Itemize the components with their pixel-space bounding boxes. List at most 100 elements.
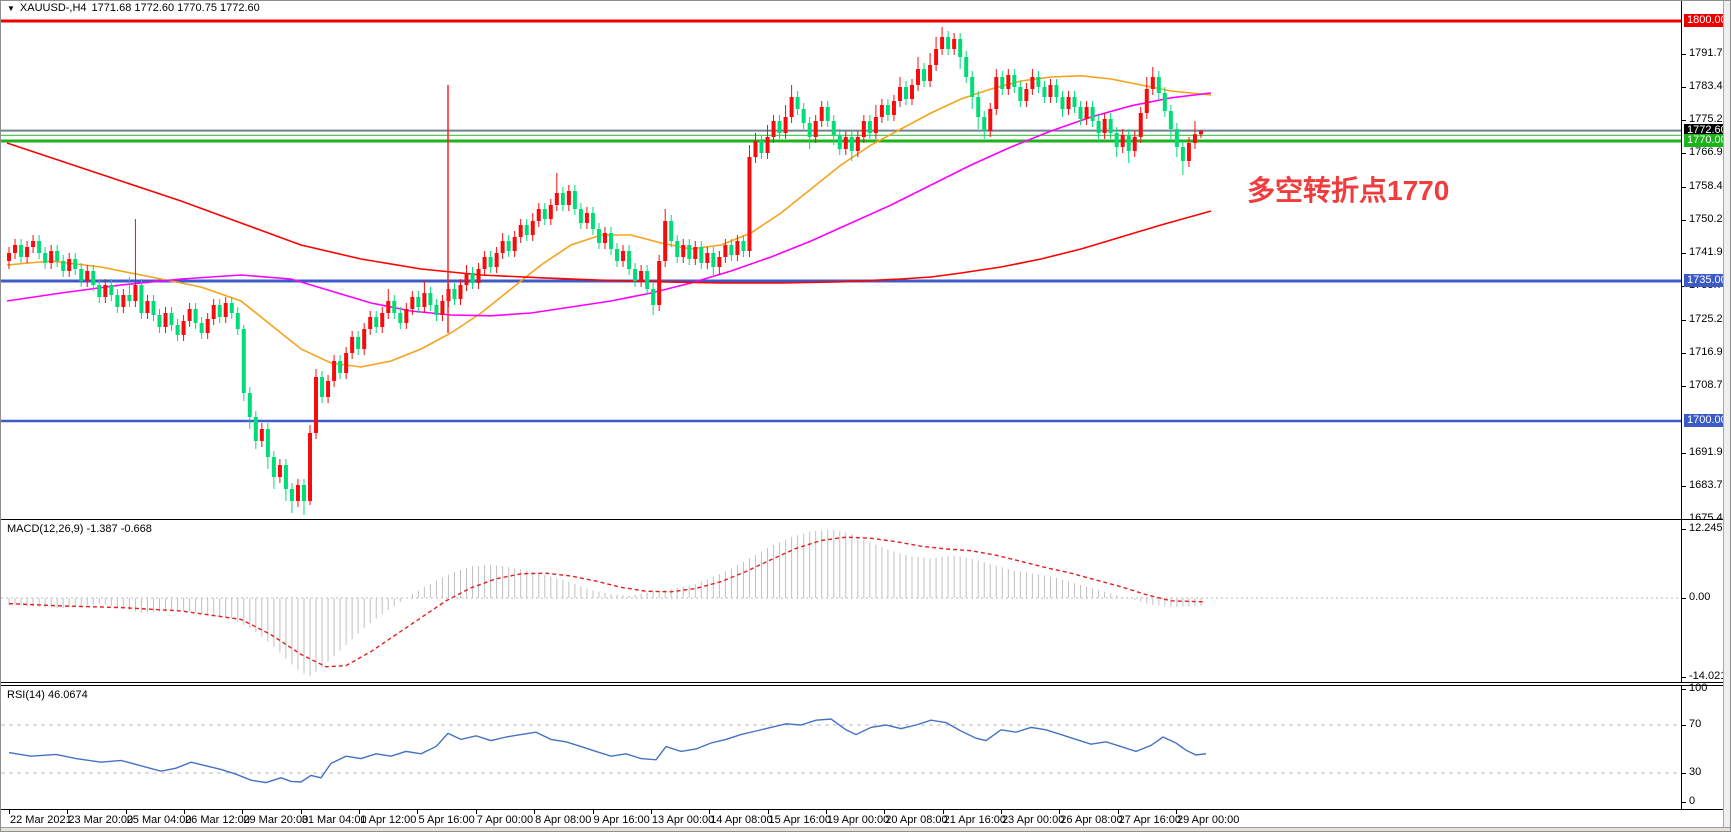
- price-tick-dash: [1682, 486, 1686, 488]
- time-tick-label: 29 Mar 20:00: [243, 814, 309, 826]
- macd-axis[interactable]: 12.245 0.00 -14.021: [1681, 519, 1727, 683]
- macd-histogram: [8, 529, 1202, 677]
- price-badge-1770.00: 1770.00: [1684, 134, 1730, 147]
- time-tick-label: 9 Apr 16:00: [593, 814, 650, 826]
- time-tick-label: 25 Mar 04:00: [126, 814, 192, 826]
- rsi-tick-dash: [1682, 773, 1686, 774]
- candles-layer: [7, 27, 1203, 515]
- macd-tick-dash: [1682, 528, 1686, 530]
- rsi-tick-dash: [1682, 802, 1686, 803]
- time-tick-label: 15 Apr 16:00: [768, 814, 831, 826]
- time-tick-label: 7 Apr 00:00: [476, 814, 534, 826]
- time-tick-mark: [884, 810, 886, 814]
- time-tick-mark: [9, 810, 10, 814]
- time-tick-mark: [417, 810, 419, 814]
- price-tick-dash: [1682, 386, 1686, 388]
- time-tick-mark: [184, 810, 186, 814]
- time-tick-mark: [67, 810, 69, 814]
- time-axis[interactable]: 22 Mar 2021 23 Mar 20:00 25 Mar 04:00 26 Ma…: [1, 809, 1723, 827]
- rsi-panel[interactable]: RSI(14) 46.0674: [1, 685, 1681, 809]
- price-tick-label: 1691.95: [1689, 446, 1729, 459]
- time-tick-mark: [1176, 810, 1177, 814]
- time-tick-label: 26 Mar 12:00: [185, 814, 250, 826]
- time-tick-mark: [1059, 810, 1061, 814]
- rsi-tick-label: 70: [1689, 718, 1702, 730]
- time-tick-mark: [475, 810, 477, 814]
- price-tick-label: 1766.95: [1689, 146, 1729, 159]
- time-tick-label: 31 Mar 04:00: [301, 814, 367, 826]
- ma-fast-orange-line: [6, 74, 1212, 368]
- time-tick-mark: [592, 810, 594, 814]
- time-tick-mark: [242, 810, 244, 814]
- macd-signal-line: [8, 536, 1204, 668]
- price-tick-label: 1758.45: [1689, 180, 1729, 193]
- time-tick-label: 29 Apr 00:00: [1177, 814, 1240, 826]
- time-tick-label: 23 Mar 20:00: [68, 814, 134, 826]
- price-tick-label: 1716.95: [1689, 346, 1729, 359]
- time-tick-label: 26 Apr 08:00: [1060, 814, 1123, 826]
- time-tick-mark: [300, 810, 302, 814]
- ma-slow-red-line: [6, 142, 1212, 284]
- time-tick-label: 23 Apr 00:00: [1001, 814, 1065, 826]
- time-tick-mark: [825, 810, 827, 814]
- price-tick-label: 1725.20: [1689, 313, 1729, 326]
- window-bottom-edge: [1, 827, 1730, 831]
- time-tick-label: 27 Apr 16:00: [1118, 814, 1182, 826]
- window-right-edge: [1723, 1, 1730, 831]
- symbol-period-label: XAUUSD-,H4: [19, 2, 87, 14]
- time-tick-mark: [767, 810, 769, 814]
- macd-tick-label: 0.00: [1689, 591, 1711, 603]
- price-tick-dash: [1682, 54, 1686, 56]
- rsi-tick-label: 30: [1689, 766, 1702, 778]
- time-tick-label: 21 Apr 16:00: [943, 814, 1006, 826]
- price-badge-1700.00: 1700.00: [1684, 414, 1730, 427]
- macd-indicator-label: MACD(12,26,9) -1.387 -0.668: [7, 523, 152, 535]
- main-price-chart-panel[interactable]: ▼ XAUUSD-,H4 1771.68 1772.60 1770.75 177…: [1, 1, 1681, 519]
- time-tick-label: 5 Apr 16:00: [418, 814, 475, 826]
- time-tick-mark: [942, 810, 944, 814]
- price-tick-label: 1708.70: [1689, 379, 1729, 392]
- time-tick-label: 20 Apr 08:00: [885, 814, 948, 826]
- rsi-tick-dash: [1682, 725, 1686, 726]
- macd-panel[interactable]: MACD(12,26,9) -1.387 -0.668: [1, 519, 1681, 683]
- time-tick-label: 13 Apr 00:00: [651, 814, 715, 826]
- macd-tick-label: 12.245: [1689, 521, 1723, 534]
- ohlc-values-label: 1771.68 1772.60 1770.75 1772.60: [91, 2, 260, 14]
- price-tick-dash: [1682, 453, 1686, 455]
- time-tick-mark: [650, 810, 652, 814]
- ma-mid-magenta-line: [6, 92, 1212, 317]
- rsi-canvas[interactable]: [1, 687, 1681, 810]
- annotation-text[interactable]: 多空转折点1770: [1247, 175, 1450, 206]
- time-tick-mark: [1000, 810, 1002, 814]
- time-tick-mark: [1117, 810, 1119, 814]
- macd-canvas[interactable]: [1, 521, 1681, 683]
- price-tick-dash: [1682, 353, 1686, 355]
- macd-tick-dash: [1682, 598, 1686, 599]
- main-chart-canvas[interactable]: [1, 1, 1681, 519]
- price-tick-dash: [1682, 320, 1686, 322]
- rsi-indicator-label: RSI(14) 46.0674: [7, 689, 88, 701]
- rsi-tick-label: 0: [1689, 795, 1696, 807]
- symbol-dropdown-icon[interactable]: ▼: [7, 3, 15, 13]
- price-tick-label: 1791.70: [1689, 47, 1729, 60]
- price-tick-dash: [1682, 153, 1686, 155]
- price-tick-dash: [1682, 220, 1686, 222]
- price-badge-1772.60: 1772.60: [1684, 123, 1730, 137]
- rsi-axis[interactable]: 100 70 30 0: [1681, 682, 1723, 809]
- price-tick-label: 1775.20: [1689, 113, 1729, 126]
- price-tick-dash: [1682, 187, 1686, 189]
- time-tick-mark: [534, 810, 536, 814]
- chart-titlebar: ▼ XAUUSD-,H4 1771.68 1772.60 1770.75 177…: [7, 2, 260, 14]
- rsi-line: [8, 718, 1207, 784]
- macd-tick-label: -14.021: [1689, 670, 1727, 682]
- price-axis[interactable]: 1791.70 1783.45 1775.20 1766.95 1758.45 1750.…: [1681, 1, 1730, 524]
- price-tick-dash: [1682, 253, 1686, 255]
- price-tick-label: 1683.70: [1689, 479, 1729, 492]
- time-tick-label: 19 Apr 00:00: [826, 814, 890, 826]
- time-tick-label: 22 Mar 2021: [10, 814, 72, 826]
- price-tick-dash: [1682, 120, 1686, 122]
- rsi-tick-label: 100: [1689, 682, 1708, 694]
- time-tick-label: 8 Apr 08:00: [535, 814, 592, 826]
- price-tick-dash: [1682, 87, 1686, 89]
